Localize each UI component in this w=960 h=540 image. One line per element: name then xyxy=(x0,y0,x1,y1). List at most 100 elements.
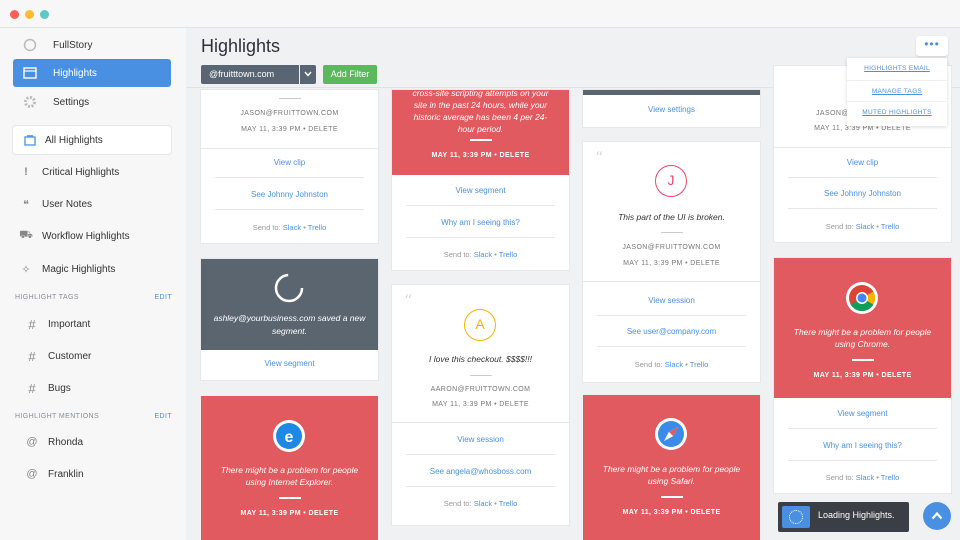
send-to-slack-link[interactable]: Slack xyxy=(473,250,493,259)
hash-icon: # xyxy=(28,316,36,332)
view-session-link[interactable]: View session xyxy=(648,296,695,305)
sidebar-item-label: Workflow Highlights xyxy=(42,230,130,242)
view-clip-link[interactable]: View clip xyxy=(846,158,879,167)
card-message: There might be a problem for people usin… xyxy=(793,327,932,349)
sidebar-item-user-notes[interactable]: ❝ User Notes xyxy=(20,192,92,216)
maximize-window-button[interactable] xyxy=(40,10,49,19)
chrome-icon xyxy=(846,282,878,314)
sidebar-mention-franklin[interactable]: @ Franklin xyxy=(26,462,83,486)
user-avatar: J xyxy=(655,165,687,197)
divider xyxy=(583,281,760,282)
sidebar-item-highlights[interactable]: Highlights xyxy=(13,59,171,87)
send-to-row: Send to: Slack • Trello xyxy=(443,250,518,259)
highlights-email-menu-item[interactable]: HIGHLIGHTS EMAIL xyxy=(864,65,930,72)
card-message: There might be a problem for people usin… xyxy=(220,465,359,487)
sidebar-item-label: FullStory xyxy=(53,39,93,51)
divider xyxy=(788,177,937,178)
view-segment-link[interactable]: View segment xyxy=(455,186,506,195)
view-settings-link[interactable]: View settings xyxy=(648,105,695,114)
divider xyxy=(661,232,683,233)
divider xyxy=(852,359,874,361)
highlight-card-safari: There might be a problem for people usin… xyxy=(583,395,760,540)
quote-icon: ❝ xyxy=(23,198,29,211)
send-to-slack-link[interactable]: Slack xyxy=(664,360,684,369)
send-to-trello-link[interactable]: Trello xyxy=(498,250,518,259)
sidebar-item-magic-highlights[interactable]: ✧ Magic Highlights xyxy=(20,257,115,281)
divider xyxy=(470,375,492,376)
view-segment-link[interactable]: View segment xyxy=(264,359,315,368)
sidebar-item-settings[interactable]: Settings xyxy=(13,88,171,116)
view-clip-link[interactable]: View clip xyxy=(273,158,306,167)
sidebar-item-label: Magic Highlights xyxy=(42,263,116,275)
view-segment-link[interactable]: View segment xyxy=(837,409,888,418)
send-to-slack-link[interactable]: Slack xyxy=(855,473,875,482)
divider xyxy=(406,205,555,206)
chevron-down-icon[interactable] xyxy=(300,65,316,84)
send-to-trello-link[interactable]: Trello xyxy=(880,222,900,231)
scroll-to-top-button[interactable] xyxy=(923,502,951,530)
see-user-link[interactable]: See Johnny Johnston xyxy=(824,189,901,198)
why-seeing-this-link[interactable]: Why am I seeing this? xyxy=(823,441,902,450)
view-session-link[interactable]: View session xyxy=(457,435,504,444)
more-options-button[interactable]: ••• xyxy=(916,36,948,56)
why-seeing-this-link[interactable]: Why am I seeing this? xyxy=(441,218,520,227)
minimize-window-button[interactable] xyxy=(25,10,34,19)
divider xyxy=(597,315,746,316)
sidebar-item-label: Bugs xyxy=(48,382,71,394)
send-to-slack-link[interactable]: Slack xyxy=(473,499,493,508)
quote-icon: “ xyxy=(404,291,413,310)
card-timestamp: MAY 11, 3:39 PM • DELETE xyxy=(814,125,911,132)
send-to-label: Send to: xyxy=(443,250,472,259)
see-user-link[interactable]: See user@company.com xyxy=(626,327,717,336)
send-to-trello-link[interactable]: Trello xyxy=(880,473,900,482)
send-to-slack-link[interactable]: Slack xyxy=(282,223,302,232)
chevron-up-icon xyxy=(931,511,943,520)
note-text: This part of the UI is broken. xyxy=(618,212,725,222)
send-to-label: Send to: xyxy=(634,360,663,369)
safari-icon xyxy=(655,418,687,450)
highlight-card-ie: e There might be a problem for people us… xyxy=(201,396,378,540)
note-text: I love this checkout. $$$$!!! xyxy=(428,354,532,364)
send-to-label: Send to: xyxy=(825,222,854,231)
domain-filter-select[interactable]: @fruitttown.com xyxy=(201,65,299,84)
section-heading-label: HIGHLIGHT TAGS xyxy=(15,294,79,301)
send-to-row: Send to: Slack • Trello xyxy=(634,360,709,369)
sidebar-tag-bugs[interactable]: # Bugs xyxy=(26,376,71,400)
see-user-link[interactable]: See angela@whosboss.com xyxy=(429,467,532,476)
user-avatar: A xyxy=(464,309,496,341)
send-to-trello-link[interactable]: Trello xyxy=(498,499,518,508)
card-timestamp: MAY 11, 3:39 PM • DELETE xyxy=(241,126,338,133)
send-to-slack-link[interactable]: Slack xyxy=(855,222,875,231)
muted-highlights-menu-item[interactable]: MUTED HIGHLIGHTS xyxy=(862,109,932,116)
sidebar-item-fullstory[interactable]: FullStory xyxy=(13,31,171,59)
sidebar-item-workflow-highlights[interactable]: ⛟ Workflow Highlights xyxy=(19,224,130,248)
sidebar-mention-rhonda[interactable]: @ Rhonda xyxy=(26,430,83,454)
sidebar-tag-customer[interactable]: # Customer xyxy=(26,344,91,368)
card-message: cross-site scripting attempts on your si… xyxy=(412,90,549,134)
quote-icon: “ xyxy=(595,148,604,167)
workflow-icon: ⛟ xyxy=(19,229,33,241)
loading-ring-icon xyxy=(274,273,304,303)
manage-tags-menu-item[interactable]: MANAGE TAGS xyxy=(847,80,947,102)
send-to-row: Send to: Slack • Trello xyxy=(825,222,900,231)
send-to-row: Send to: Slack • Trello xyxy=(443,499,518,508)
sidebar-item-critical-highlights[interactable]: ! Critical Highlights xyxy=(20,160,119,184)
options-dropdown-menu: HIGHLIGHTS EMAIL MANAGE TAGS MUTED HIGHL… xyxy=(847,58,947,126)
send-to-trello-link[interactable]: Trello xyxy=(307,223,327,232)
card-author-text: JASON@ xyxy=(816,110,849,117)
gear-icon xyxy=(19,95,41,109)
highlight-card-chrome: There might be a problem for people usin… xyxy=(774,258,951,493)
sidebar-tag-important[interactable]: # Important xyxy=(26,312,90,336)
sidebar-item-all-highlights[interactable]: All Highlights xyxy=(13,126,171,154)
at-icon: @ xyxy=(26,436,38,448)
sidebar-item-label: Rhonda xyxy=(48,436,84,448)
close-window-button[interactable] xyxy=(10,10,19,19)
divider xyxy=(788,208,937,209)
at-icon: @ xyxy=(26,468,38,480)
edit-mentions-link[interactable]: EDIT xyxy=(154,413,172,420)
edit-tags-link[interactable]: EDIT xyxy=(154,294,172,301)
sidebar: FullStory Highlights Settings All Highli… xyxy=(0,28,186,540)
add-filter-button[interactable]: Add Filter xyxy=(323,65,377,84)
see-user-link[interactable]: See Johnny Johnston xyxy=(251,190,328,199)
send-to-trello-link[interactable]: Trello xyxy=(689,360,709,369)
